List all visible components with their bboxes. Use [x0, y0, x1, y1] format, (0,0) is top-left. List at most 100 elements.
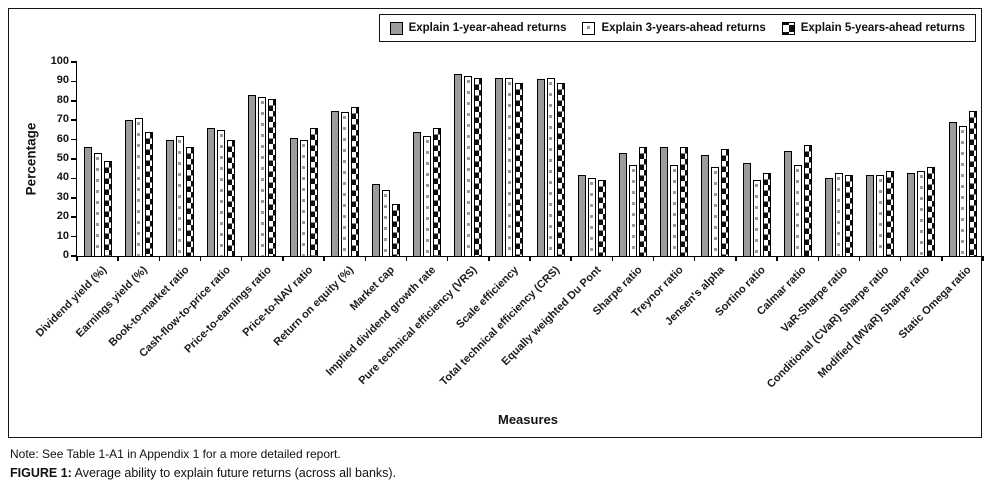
legend-label-3yr: Explain 3-years-ahead returns	[601, 22, 766, 34]
bar-group-22	[942, 62, 983, 256]
x-tick-mark	[529, 256, 531, 261]
x-axis-label: Price-to-NAV ratio	[240, 264, 315, 339]
bar-series2-15	[670, 164, 679, 256]
x-tick-mark	[899, 256, 902, 261]
bar-series1-15	[660, 147, 669, 256]
bar-group-3	[159, 62, 200, 256]
bar-group-14	[612, 62, 653, 256]
x-tick-mark	[776, 256, 778, 261]
x-axis-label: Dividend yield (%)	[33, 264, 110, 340]
bar-series1-14	[619, 153, 628, 256]
y-tick-mark	[71, 80, 77, 83]
bar-group-10	[448, 62, 489, 256]
x-tick-mark	[611, 256, 614, 261]
bar-series1-17	[742, 162, 751, 256]
bar-series2-20	[876, 174, 885, 256]
bar-series2-18	[793, 164, 802, 256]
bar-group-17	[736, 62, 777, 256]
bar-series2-12	[546, 77, 555, 256]
x-tick-mark	[817, 256, 820, 261]
bar-series2-16	[711, 166, 720, 256]
chart-legend: Explain 1-year-ahead returns Explain 3-y…	[378, 14, 976, 42]
x-tick-mark	[364, 256, 367, 261]
bar-group-21	[901, 62, 942, 256]
bar-group-20	[860, 62, 901, 256]
y-tick-mark	[71, 216, 77, 218]
bar-series2-9	[423, 135, 432, 256]
bar-series1-6	[289, 137, 298, 256]
bar-series2-3	[175, 135, 184, 256]
x-tick-mark	[323, 256, 325, 261]
bar-group-15	[654, 62, 695, 256]
legend-swatch-checker-icon	[781, 21, 795, 35]
bar-series3-12	[556, 83, 565, 256]
bar-series1-10	[454, 73, 463, 256]
bar-group-13	[571, 62, 612, 256]
x-tick-mark	[693, 256, 696, 261]
y-tick-label-70: 70	[56, 113, 69, 126]
bar-series3-14	[639, 147, 648, 256]
bar-series1-16	[701, 155, 710, 256]
x-tick-mark	[158, 256, 161, 261]
y-tick-mark	[71, 119, 77, 121]
y-tick-label-80: 80	[56, 93, 69, 106]
bar-series3-15	[680, 147, 689, 256]
bar-series2-14	[629, 164, 638, 256]
x-tick-mark	[405, 256, 408, 261]
y-tick-mark	[71, 158, 77, 160]
legend-swatch-dotted-icon	[582, 21, 596, 35]
bar-series2-21	[917, 170, 926, 256]
bar-series1-21	[907, 172, 916, 256]
bar-series3-20	[886, 170, 895, 256]
x-tick-mark	[117, 256, 119, 261]
bar-series1-13	[577, 174, 586, 256]
bar-series2-13	[587, 178, 596, 256]
bar-group-4	[201, 62, 242, 256]
y-tick-mark	[71, 100, 77, 102]
bar-series1-20	[866, 174, 875, 256]
bar-series3-8	[391, 203, 400, 256]
bar-series1-7	[330, 110, 339, 256]
x-axis-title: Measures	[498, 412, 558, 427]
bar-group-19	[818, 62, 859, 256]
x-tick-mark	[199, 256, 202, 261]
bar-group-7	[324, 62, 365, 256]
bar-series3-19	[844, 174, 853, 256]
bar-group-5	[242, 62, 283, 256]
bar-series2-11	[505, 77, 514, 256]
bar-series1-8	[371, 184, 380, 256]
bar-series3-10	[474, 77, 483, 256]
bar-series1-19	[824, 178, 833, 256]
bar-groups	[77, 62, 983, 256]
bar-series2-1	[93, 153, 102, 256]
x-tick-mark	[982, 256, 984, 261]
y-tick-mark	[71, 177, 77, 180]
bar-series3-17	[762, 172, 771, 256]
bar-series2-10	[464, 75, 473, 256]
bar-series3-21	[927, 166, 936, 256]
bar-group-2	[118, 62, 159, 256]
bar-series1-12	[536, 79, 545, 256]
bar-group-8	[365, 62, 406, 256]
bar-series3-2	[144, 131, 153, 256]
bar-series2-2	[134, 118, 143, 256]
bar-series3-9	[433, 127, 442, 256]
y-tick-mark	[71, 138, 77, 141]
x-tick-mark	[652, 256, 655, 261]
y-tick-label-60: 60	[56, 132, 69, 145]
bar-series2-7	[340, 112, 349, 256]
bar-series1-22	[948, 122, 957, 256]
y-tick-mark	[71, 235, 77, 238]
bar-series2-19	[834, 172, 843, 256]
y-tick-label-0: 0	[62, 249, 69, 261]
bar-series2-8	[381, 190, 390, 256]
legend-item-5yr: Explain 5-years-ahead returns	[781, 21, 965, 35]
y-tick-label-10: 10	[56, 229, 69, 242]
bar-series3-3	[185, 147, 194, 256]
x-tick-mark	[488, 256, 490, 261]
note-line: Note: See Table 1-A1 in Appendix 1 for a…	[10, 447, 341, 461]
bar-group-11	[489, 62, 530, 256]
bar-group-12	[530, 62, 571, 256]
bar-group-6	[283, 62, 324, 256]
